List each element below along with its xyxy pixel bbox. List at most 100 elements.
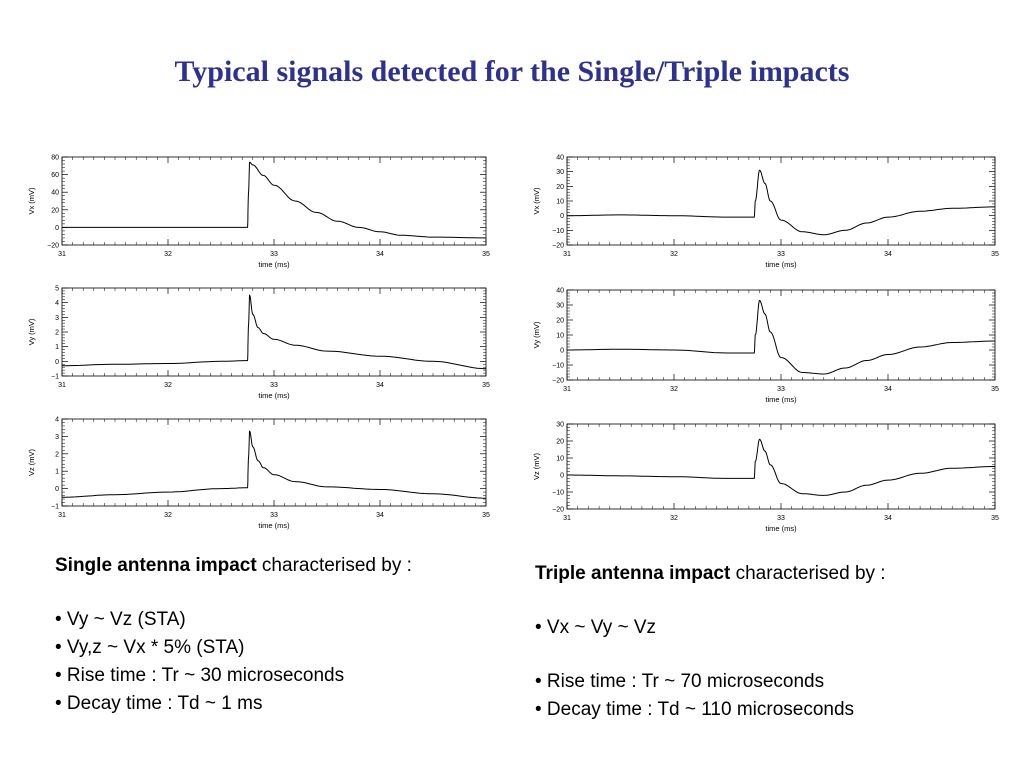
plot-frame xyxy=(61,156,487,246)
triple-heading: Triple antenna impact characterised by : xyxy=(535,560,985,588)
plot-frame xyxy=(566,156,996,246)
x-tick-label: 35 xyxy=(991,386,999,393)
y-tick-label: −20 xyxy=(552,243,564,250)
x-tick-label: 33 xyxy=(270,251,278,258)
y-tick-label: 4 xyxy=(55,300,59,307)
single-bullet: • Vy,z ~ Vx * 5% (STA) xyxy=(55,637,245,658)
x-axis-label: time (ms) xyxy=(258,260,290,269)
y-tick-label: 2 xyxy=(55,330,59,337)
plot-frame xyxy=(566,423,996,510)
y-tick-label: −1 xyxy=(51,504,59,511)
y-axis-label: Vy (mV) xyxy=(532,321,541,348)
x-tick-label: 31 xyxy=(563,515,571,522)
x-tick-label: 32 xyxy=(670,515,678,522)
single-heading-rest: characterised by : xyxy=(256,555,412,576)
chart-triple-vy: −20 −10 0 10 20 30 40 31 32 33 34 35 time (ms) Vy (mV… xyxy=(532,288,999,405)
y-tick-label: 2 xyxy=(55,451,59,458)
x-tick-label: 34 xyxy=(884,386,892,393)
y-tick-label: 20 xyxy=(51,207,59,214)
x-tick-label: 31 xyxy=(563,386,571,393)
x-tick-label: 35 xyxy=(991,515,999,522)
x-tick-label: 33 xyxy=(777,515,785,522)
y-tick-label: −20 xyxy=(552,378,564,385)
x-tick-label: 35 xyxy=(991,251,999,258)
single-bullet-list: • Vy ~ Vz (STA) • Vy,z ~ Vx * 5% (STA) •… xyxy=(55,606,495,718)
single-bullet: • Decay time : Td ~ 1 ms xyxy=(55,693,263,714)
x-axis-label: time (ms) xyxy=(765,524,797,533)
x-axis-label: time (ms) xyxy=(258,521,290,530)
y-tick-label: −10 xyxy=(552,363,564,370)
x-tick-label: 34 xyxy=(884,515,892,522)
x-axis-label: time (ms) xyxy=(258,391,290,400)
y-tick-label: 0 xyxy=(55,359,59,366)
y-tick-label: 0 xyxy=(55,225,59,232)
y-tick-label: 40 xyxy=(556,155,564,162)
x-tick-label: 31 xyxy=(58,382,66,389)
y-tick-label: −20 xyxy=(47,243,59,250)
y-tick-label: 30 xyxy=(556,169,564,176)
y-tick-label: 30 xyxy=(556,422,564,429)
y-tick-label: 0 xyxy=(560,473,564,480)
y-tick-label: −10 xyxy=(552,228,564,235)
y-tick-label: −1 xyxy=(51,374,59,381)
chart-triple-vx: −20 −10 0 10 20 30 40 31 32 33 34 35 time (ms) Vx (mV… xyxy=(532,155,999,270)
x-tick-label: 31 xyxy=(563,251,571,258)
y-tick-label: 30 xyxy=(556,303,564,310)
single-bullet: • Vy ~ Vz (STA) xyxy=(55,609,186,630)
x-tick-label: 33 xyxy=(270,382,278,389)
y-axis-label: Vz (mV) xyxy=(27,448,36,476)
single-heading-bold: Single antenna impact xyxy=(55,555,257,576)
x-tick-label: 34 xyxy=(376,251,384,258)
slide-title: Typical signals detected for the Single/… xyxy=(174,55,850,88)
y-tick-label: 20 xyxy=(556,184,564,191)
y-axis-label: Vz (mV) xyxy=(532,452,541,480)
triple-heading-rest: characterised by : xyxy=(730,563,886,584)
y-axis-label: Vx (mV) xyxy=(532,187,541,215)
chart-single-vx: −20 0 20 40 60 80 31 32 33 34 35 time (ms) Vx (mV) xyxy=(27,155,490,270)
y-tick-label: 3 xyxy=(55,434,59,441)
y-tick-label: 20 xyxy=(556,318,564,325)
plot-frame xyxy=(566,289,996,381)
y-tick-label: 0 xyxy=(55,486,59,493)
x-tick-label: 33 xyxy=(777,386,785,393)
y-axis-label: Vy (mV) xyxy=(27,318,36,345)
signal-trace xyxy=(567,438,995,496)
chart-triple-vz: −20 −10 0 10 20 30 31 32 33 34 35 time (ms) Vz (mV) xyxy=(532,422,999,534)
y-tick-label: 60 xyxy=(51,172,59,179)
triple-bullet-list-1: • Vx ~ Vy ~ Vz xyxy=(535,614,985,642)
signal-trace xyxy=(62,294,487,370)
triple-bullet: • Vx ~ Vy ~ Vz xyxy=(535,617,657,638)
x-tick-label: 32 xyxy=(670,386,678,393)
y-axis-label: Vx (mV) xyxy=(27,187,36,215)
triple-bullet: • Decay time : Td ~ 110 microseconds xyxy=(535,699,855,720)
signal-trace xyxy=(62,430,487,499)
x-tick-label: 34 xyxy=(376,512,384,519)
triple-bullet-list-2: • Rise time : Tr ~ 70 microseconds • Dec… xyxy=(535,668,985,724)
y-tick-label: 4 xyxy=(55,417,59,424)
x-tick-label: 32 xyxy=(164,251,172,258)
x-tick-label: 35 xyxy=(482,512,490,519)
triple-impact-description: Triple antenna impact characterised by :… xyxy=(535,560,985,724)
x-tick-label: 32 xyxy=(164,512,172,519)
x-tick-label: 33 xyxy=(777,251,785,258)
x-tick-label: 32 xyxy=(164,382,172,389)
y-tick-label: −20 xyxy=(552,507,564,514)
x-tick-label: 34 xyxy=(884,251,892,258)
single-bullet: • Rise time : Tr ~ 30 microseconds xyxy=(55,665,345,686)
x-axis-label: time (ms) xyxy=(765,260,797,269)
y-tick-label: 20 xyxy=(556,439,564,446)
y-tick-label: 5 xyxy=(55,286,59,293)
x-tick-label: 35 xyxy=(482,382,490,389)
signal-trace xyxy=(62,161,487,239)
signal-trace xyxy=(567,299,995,375)
y-tick-label: 10 xyxy=(556,333,564,340)
y-tick-label: −10 xyxy=(552,490,564,497)
y-tick-label: 10 xyxy=(556,456,564,463)
single-impact-description: Single antenna impact characterised by :… xyxy=(55,552,495,718)
x-tick-label: 34 xyxy=(376,382,384,389)
x-tick-label: 35 xyxy=(482,251,490,258)
single-heading: Single antenna impact characterised by : xyxy=(55,552,495,580)
